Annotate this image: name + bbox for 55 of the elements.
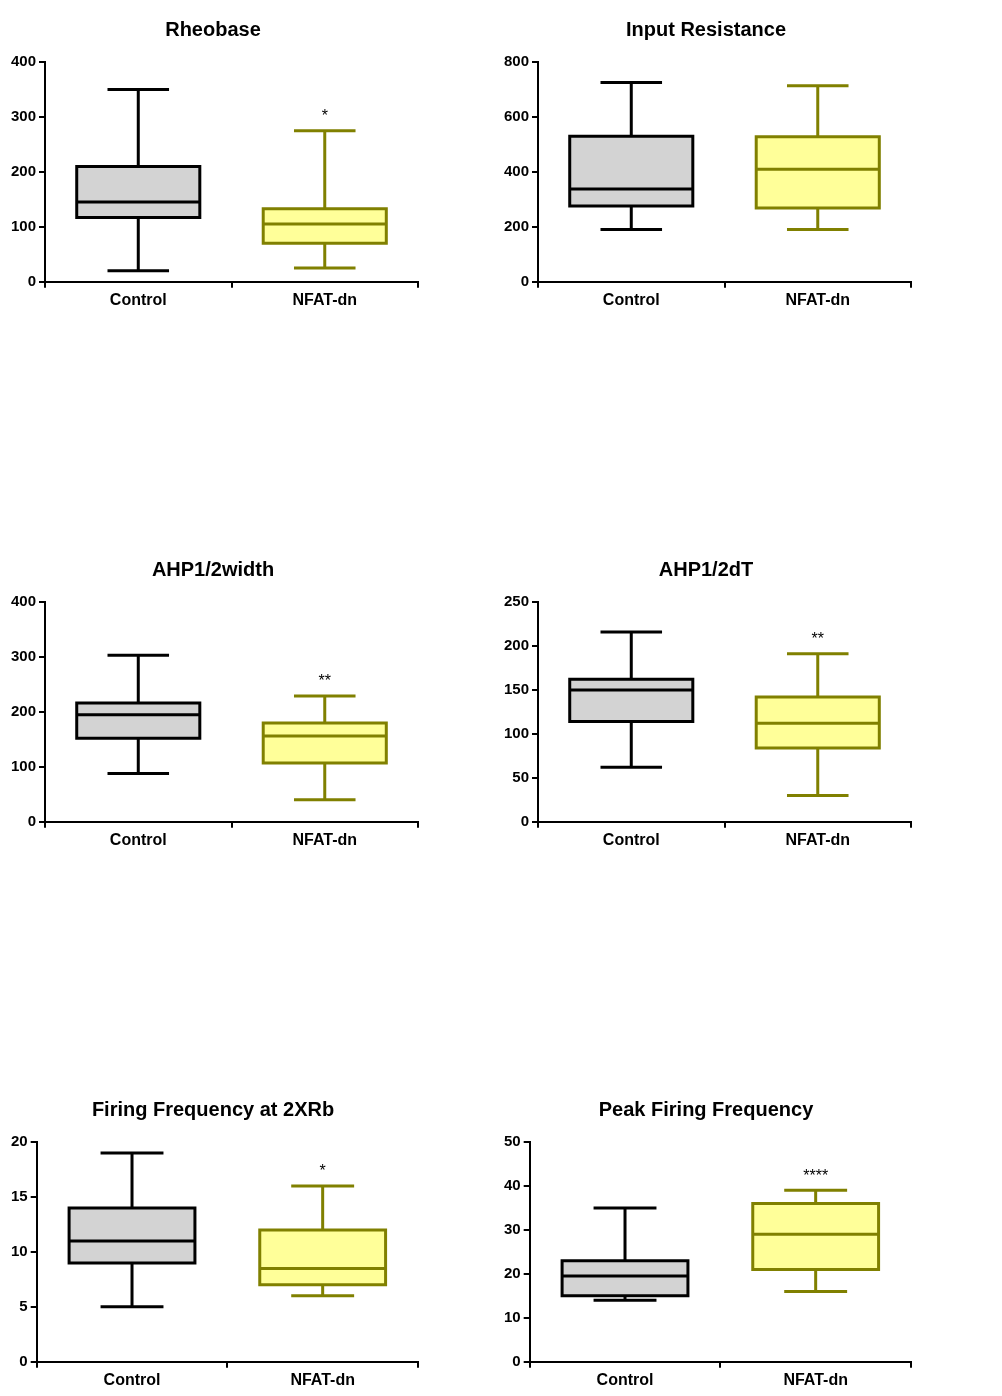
y-tick-label: 300	[11, 647, 37, 665]
y-tick-label: 0	[19, 1351, 28, 1369]
y-tick-label: 200	[11, 702, 37, 720]
y-tick-label: 400	[11, 592, 37, 610]
annotation: *	[321, 107, 328, 125]
x-tick-label: Control	[602, 830, 660, 848]
y-tick-label: 50	[504, 1132, 521, 1150]
chart-title: AHP1/2width	[151, 557, 275, 580]
y-tick-label: 0	[27, 811, 37, 829]
y-tick-label: 40	[504, 1176, 521, 1194]
x-tick-label: Control	[109, 830, 167, 848]
chart-title: Input Resistance	[625, 17, 787, 40]
annotation: *	[319, 1162, 326, 1180]
y-tick-label: 400	[504, 162, 530, 180]
chart-title: AHP1/2dT	[658, 557, 754, 580]
x-tick-label: Control	[602, 290, 660, 308]
y-tick-label: 250	[504, 592, 530, 610]
annotation: **	[811, 630, 824, 648]
x-tick-label: NFAT-dn	[290, 1370, 355, 1388]
y-tick-label: 15	[11, 1187, 28, 1205]
y-tick-label: 600	[504, 107, 530, 125]
x-tick-label: NFAT-dn	[785, 290, 851, 308]
y-tick-label: 200	[504, 216, 530, 234]
y-tick-label: 100	[504, 724, 530, 742]
y-tick-label: 30	[504, 1220, 521, 1238]
y-tick-label: 20	[504, 1264, 521, 1282]
x-tick-label: Control	[109, 290, 167, 308]
x-tick-label: Control	[596, 1370, 654, 1388]
y-tick-label: 100	[11, 756, 37, 774]
y-tick-label: 150	[504, 680, 530, 698]
y-tick-label: 300	[11, 107, 37, 125]
chart-title: Peak Firing Frequency	[598, 1097, 815, 1120]
chart-title: Rheobase	[165, 17, 261, 40]
annotation: ****	[803, 1166, 829, 1184]
y-tick-label: 0	[520, 271, 530, 289]
y-tick-label: 10	[11, 1242, 28, 1260]
x-tick-label: NFAT-dn	[292, 290, 358, 308]
x-tick-label: NFAT-dn	[785, 830, 851, 848]
y-tick-label: 5	[19, 1296, 28, 1314]
y-tick-label: 50	[512, 767, 530, 785]
y-tick-label: 400	[11, 52, 37, 70]
x-tick-label: NFAT-dn	[292, 830, 358, 848]
y-tick-label: 800	[504, 52, 530, 70]
y-tick-label: 0	[512, 1351, 521, 1369]
x-tick-label: NFAT-dn	[783, 1370, 848, 1388]
annotation: **	[318, 672, 331, 690]
y-tick-label: 200	[504, 636, 530, 654]
y-tick-label: 0	[27, 271, 37, 289]
y-tick-label: 200	[11, 162, 37, 180]
y-tick-label: 100	[11, 216, 37, 234]
y-tick-label: 0	[520, 811, 530, 829]
y-tick-label: 20	[11, 1132, 28, 1150]
x-tick-label: Control	[103, 1370, 161, 1388]
y-tick-label: 10	[504, 1307, 521, 1325]
chart-title: Firing Frequency at 2XRb	[91, 1097, 335, 1120]
